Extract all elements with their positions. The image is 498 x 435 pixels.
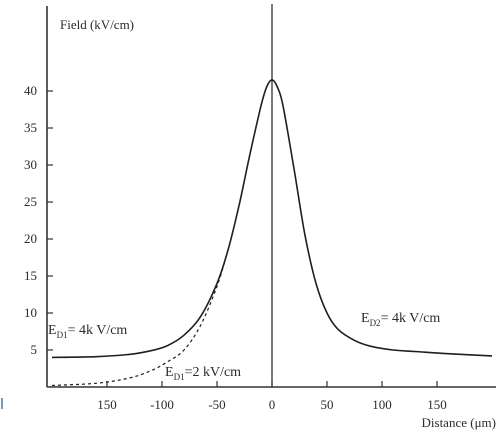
ticks: 5 10 15 20 25 30 35 40 150 -100 -50 0 50 100 150 [24,83,447,412]
y-tick-label: 10 [24,305,37,320]
dashed-field-curve [51,249,229,387]
y-tick-label: 30 [24,157,37,172]
y-tick-label: 40 [24,83,37,98]
y-tick-label: 15 [24,268,37,283]
y-tick-label: 25 [24,194,37,209]
annotation-ed1-2kv: ED1=2 kV/cm [165,365,241,382]
x-tick-label: 150 [97,397,117,412]
annotation-ed1-4kv: ED1= 4k V/cm [48,323,127,340]
axes [1,4,496,409]
x-tick-label: 150 [427,397,447,412]
x-tick-label: -50 [208,397,225,412]
solid-field-curve [51,79,493,359]
x-tick-label: -100 [150,397,174,412]
y-tick-label: 20 [24,231,37,246]
y-axis-label: Field (kV/cm) [60,17,134,32]
series-layer [51,79,493,387]
x-tick-label: 100 [372,397,392,412]
x-tick-label: 50 [321,397,334,412]
y-tick-label: 5 [31,342,38,357]
x-axis-label: Distance (μm) [422,415,496,430]
y-tick-label: 35 [24,120,37,135]
annotation-ed2-4kv: ED2= 4k V/cm [361,311,440,328]
x-tick-label: 0 [269,397,276,412]
